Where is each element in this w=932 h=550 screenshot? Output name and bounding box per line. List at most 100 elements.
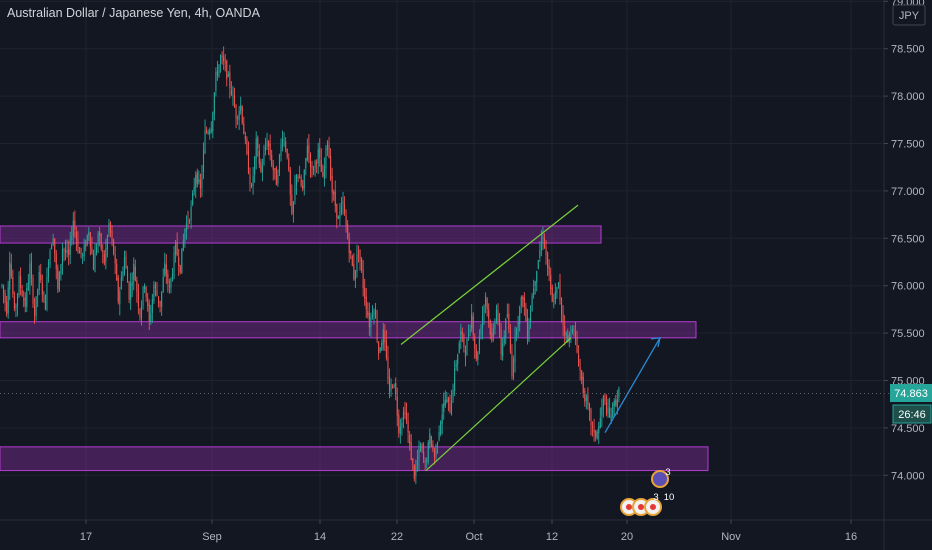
candle-body — [334, 191, 336, 206]
candle-body — [584, 390, 586, 402]
candle-body — [280, 144, 282, 157]
candle-body — [12, 277, 14, 295]
candle-body — [295, 175, 298, 186]
candle-body — [506, 314, 508, 317]
candle-body — [364, 287, 366, 299]
candle-body — [337, 216, 339, 220]
candle-body — [495, 308, 497, 322]
candle-body — [72, 220, 74, 236]
candle-body — [443, 402, 445, 412]
candle-body — [615, 400, 617, 406]
candle-body — [381, 342, 383, 351]
candle-body — [426, 460, 428, 462]
candle-body — [319, 147, 321, 159]
candle-body — [156, 290, 158, 296]
candle-body — [365, 296, 367, 310]
candle-body — [382, 329, 384, 345]
candle-body — [21, 290, 23, 296]
currency-box[interactable] — [892, 4, 926, 26]
candle-body — [534, 281, 536, 287]
candle-body — [116, 263, 118, 280]
candle-body — [571, 328, 573, 333]
candle-body — [435, 445, 437, 457]
candle-body — [548, 265, 550, 276]
candle-body — [173, 253, 175, 277]
candle-body — [37, 289, 39, 296]
candle-body — [58, 271, 60, 292]
candle-body — [486, 298, 488, 309]
candle-body — [373, 310, 375, 316]
candle-body — [167, 273, 169, 284]
candle-body — [371, 315, 373, 317]
candle-body — [472, 316, 474, 335]
candle-body — [237, 117, 239, 119]
candle-body — [570, 334, 572, 336]
candle-body — [433, 451, 435, 458]
candle-body — [63, 249, 65, 252]
candle-body — [458, 343, 460, 354]
candle-body — [23, 298, 25, 300]
candle-body — [113, 239, 115, 254]
candle-body — [158, 296, 160, 303]
candle-body — [136, 280, 138, 292]
candle-body — [303, 170, 305, 189]
candle-body — [455, 363, 457, 368]
candle-body — [178, 257, 180, 266]
candle-body — [427, 442, 429, 462]
candle-body — [51, 245, 53, 250]
time-axis[interactable]: 17 Sep 14 22 Oct 12 20 Nov 16 — [0, 519, 932, 543]
candle-body — [171, 273, 174, 279]
candle-body — [204, 130, 206, 153]
candle-body — [438, 431, 440, 440]
candle-body — [85, 243, 87, 247]
time-tick-label: 20 — [621, 531, 633, 543]
candle-body — [477, 352, 479, 360]
candle-body — [161, 291, 163, 308]
candle-body — [210, 129, 212, 132]
candle-body — [117, 277, 119, 302]
price-tick-label: 78.000 — [891, 91, 925, 103]
candle-body — [525, 307, 527, 322]
candle-body — [269, 143, 271, 156]
candle-body — [144, 285, 146, 290]
price-axis[interactable]: 79.000 78.500 78.000 77.500 77.000 76.500 76.0… — [883, 0, 925, 550]
candle-body — [311, 165, 313, 169]
channel-lower-line — [425, 337, 572, 472]
candle-body — [292, 201, 294, 213]
candle-body — [542, 237, 544, 240]
candle-body — [576, 337, 578, 353]
candle-body — [326, 141, 329, 151]
candle-body — [454, 368, 456, 392]
candle-body — [122, 271, 124, 278]
candle-body — [514, 334, 516, 362]
candle-body — [109, 222, 112, 233]
candle-body — [605, 402, 608, 414]
candle-body — [559, 281, 561, 301]
candle-body — [483, 306, 485, 314]
candle-body — [123, 257, 125, 274]
candle-body — [520, 297, 522, 307]
candle-body — [545, 246, 547, 255]
channel-upper-line — [400, 204, 579, 345]
zone-rect — [0, 225, 602, 244]
candle-body — [587, 395, 589, 405]
price-tick-label: 75.500 — [891, 328, 925, 340]
candle-body — [406, 412, 408, 422]
candle-body — [475, 348, 477, 359]
candle-body — [353, 263, 355, 280]
candle-body — [509, 330, 511, 352]
candle-body — [94, 253, 96, 273]
candle-body — [421, 444, 423, 450]
candle-body — [536, 271, 538, 283]
candle-body — [508, 313, 510, 330]
candle-body — [437, 442, 439, 444]
candle-body — [370, 316, 372, 328]
candle-body — [395, 383, 397, 395]
candle-body — [340, 205, 342, 213]
candle-body — [519, 306, 521, 325]
candle-body — [55, 253, 57, 269]
candle-body — [150, 313, 152, 322]
candle-body — [243, 123, 245, 135]
candle-body — [610, 415, 612, 420]
